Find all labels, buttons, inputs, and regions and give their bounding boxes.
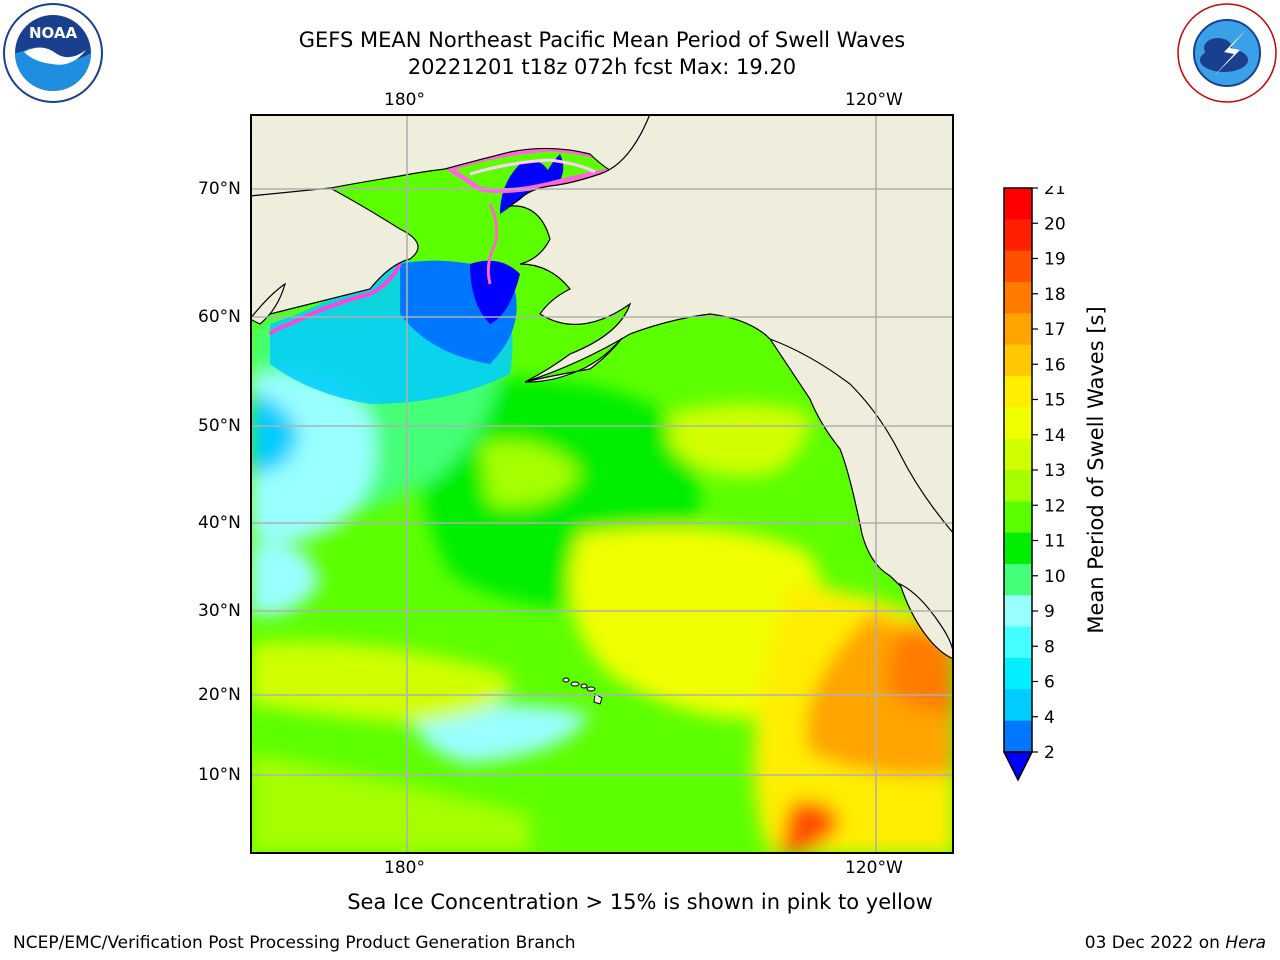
colorbar-segment <box>1004 344 1032 377</box>
colorbar-segment <box>1004 501 1032 534</box>
colorbar-segment <box>1004 720 1032 753</box>
map-subtitle: 20221201 t18z 072h fcst Max: 19.20 <box>407 55 797 79</box>
noaa-logo-text: NOAA <box>29 24 78 42</box>
footer-host: Hera <box>1225 933 1266 953</box>
colorbar-segment <box>1004 595 1032 628</box>
lon-label-bottom-180: 180° <box>384 858 425 878</box>
colorbar-tick-label: 4 <box>1044 708 1055 728</box>
colorbar-tick-label: 19 <box>1044 250 1066 270</box>
colorbar-tick-label: 6 <box>1044 673 1055 693</box>
colorbar-tick-label: 12 <box>1044 496 1066 516</box>
colorbar-svg: 21 20 19 18 17 16 15 14 13 12 11 10 9 8 6 4 2 <box>1002 179 1066 782</box>
colorbar-title: Mean Period of Swell Waves [s] <box>1084 306 1108 634</box>
colorbar-segment <box>1004 626 1032 659</box>
footer-date-text: 03 Dec 2022 on <box>1084 933 1226 953</box>
colorbar-segment <box>1004 438 1032 471</box>
hawaii-islands <box>562 677 603 705</box>
colorbar-segment <box>1004 658 1032 690</box>
colorbar: 21 20 19 18 17 16 15 14 13 12 11 10 9 8 6 4 2 <box>1000 179 1090 786</box>
colorbar-segment <box>1004 689 1032 722</box>
colorbar-extend-triangle <box>1002 751 1034 782</box>
lat-label-50n: 50°N <box>198 416 241 436</box>
bering-sea-field <box>270 154 564 404</box>
colorbar-segment <box>1004 250 1032 283</box>
colorbar-segment <box>1004 407 1032 440</box>
lat-label-60n: 60°N <box>198 307 241 327</box>
noaa-logo: NOAA <box>2 2 104 104</box>
colorbar-segment <box>1004 470 1032 502</box>
colorbar-tick-label: 18 <box>1044 285 1066 305</box>
land-masses <box>250 114 954 660</box>
nws-logo <box>1176 2 1278 104</box>
footer-date: 03 Dec 2022 on Hera <box>1085 933 1266 953</box>
lon-label-top-180: 180° <box>384 90 425 110</box>
map-title: GEFS MEAN Northeast Pacific Mean Period … <box>298 28 906 52</box>
lat-label-10n: 10°N <box>198 765 241 785</box>
colorbar-tick-label: 10 <box>1044 567 1066 587</box>
colorbar-segment <box>1004 219 1032 252</box>
lon-label-bottom-120w: 120°W <box>845 858 903 878</box>
colorbar-tick-label: 11 <box>1044 532 1066 552</box>
lat-label-40n: 40°N <box>198 513 241 533</box>
footer-credit: NCEP/EMC/Verification Post Processing Pr… <box>13 933 576 953</box>
swell-period-map <box>250 114 954 854</box>
colorbar-tick-label: 13 <box>1044 461 1066 481</box>
colorbar-tick-label: 14 <box>1044 426 1066 446</box>
lat-label-70n: 70°N <box>198 179 241 199</box>
colorbar-tick-label: 16 <box>1044 355 1066 375</box>
lat-label-30n: 30°N <box>198 601 241 621</box>
lon-label-top-120w: 120°W <box>845 90 903 110</box>
sea-ice-caption: Sea Ice Concentration > 15% is shown in … <box>347 890 933 914</box>
colorbar-tick-label: 2 <box>1044 743 1055 763</box>
colorbar-segment <box>1004 376 1032 408</box>
lat-label-20n: 20°N <box>198 685 241 705</box>
colorbar-segment <box>1004 188 1032 220</box>
map-border <box>250 114 954 854</box>
colorbar-segment <box>1004 282 1032 314</box>
colorbar-segment <box>1004 564 1032 596</box>
colorbar-tick-label: 20 <box>1044 214 1066 234</box>
colorbar-tick-label: 8 <box>1044 637 1055 657</box>
colorbar-tick-label: 17 <box>1044 320 1066 340</box>
colorbar-tick-label: 21 <box>1044 186 1066 199</box>
map-gridlines <box>250 114 954 854</box>
colorbar-segment <box>1004 532 1032 565</box>
colorbar-tick-label: 15 <box>1044 391 1066 411</box>
colorbar-tick-label: 9 <box>1044 602 1055 622</box>
colorbar-segment <box>1004 313 1032 346</box>
